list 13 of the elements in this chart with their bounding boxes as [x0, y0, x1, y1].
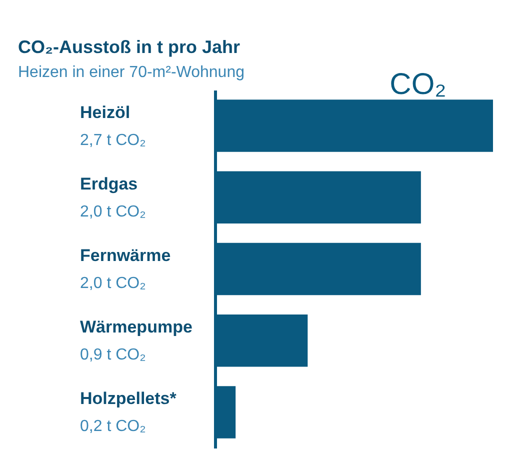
y-tick-label: Erdgas [80, 174, 138, 194]
data-label: 2,0 t CO₂ [80, 275, 146, 292]
data-label: 2,0 t CO₂ [80, 203, 146, 220]
chart-subtitle: Heizen in einer 70-m²-Wohnung [18, 64, 244, 81]
y-tick-label: Heizöl [80, 102, 130, 122]
y-tick-label: Wärmepumpe [80, 318, 192, 337]
y-tick-label: Holzpellets* [80, 389, 177, 408]
data-label: 0,9 t CO₂ [80, 346, 146, 364]
data-label: 0,2 t CO₂ [80, 418, 146, 436]
chart-title: CO₂-Ausstoß in t pro Jahr [18, 37, 240, 57]
data-label: 2,7 t CO₂ [80, 132, 146, 149]
annotation: CO₂ [390, 68, 446, 101]
y-tick-label: Fernwärme [80, 246, 171, 265]
